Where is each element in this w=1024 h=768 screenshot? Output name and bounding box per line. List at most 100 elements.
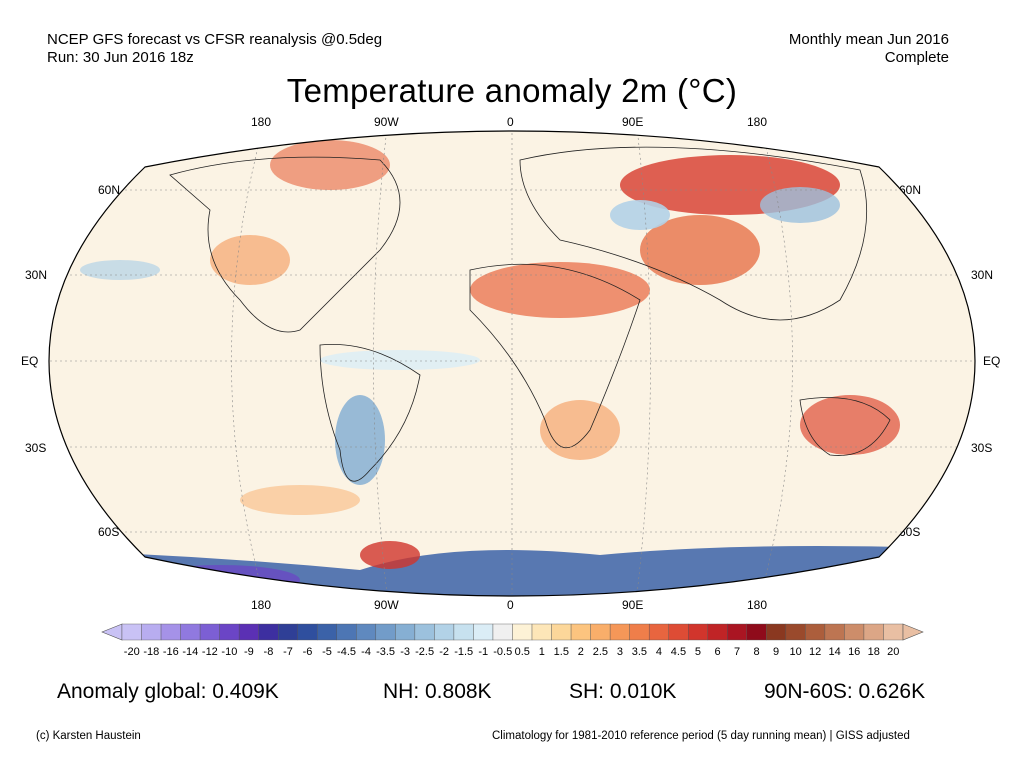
colorbar-tick-label: -6 [302, 646, 313, 658]
colorbar-tick-label: -8 [263, 646, 274, 658]
colorbar-tick-label: -20 [123, 646, 140, 658]
colorbar-tick-label: -5 [322, 646, 332, 658]
colorbar-cell [746, 623, 767, 641]
colorbar-cell [238, 623, 259, 641]
globe-outline [48, 130, 976, 597]
colorbar-tick-label: 10 [789, 646, 802, 658]
colorbar-tick-label: -16 [162, 646, 179, 658]
colorbar-tick-label: 3 [616, 646, 623, 658]
central-asia-warm-anomaly [640, 215, 760, 285]
antarctic-cold-anomaly [49, 546, 975, 596]
header-left: NCEP GFS forecast vs CFSR reanalysis @0.… [47, 31, 382, 67]
colorbar-cell [590, 623, 611, 641]
colorbar-cell [141, 623, 162, 641]
lat-label-left-eq: EQ [21, 354, 39, 368]
colorbar-tick-label: -4 [361, 646, 371, 658]
colorbar-tick-label: -2.5 [415, 646, 435, 658]
colorbar-tick-label: 1 [538, 646, 545, 658]
lat-label-right-30n: 30N [971, 268, 994, 282]
southern-africa-warm-anomaly [540, 400, 620, 460]
colorbar-tick-label: 3.5 [631, 646, 648, 658]
colorbar-cell [883, 623, 904, 641]
colorbar-cell [297, 623, 318, 641]
colorbar-tick-label: 2 [577, 646, 584, 658]
colorbar-tick-label: -4.5 [337, 646, 357, 658]
lat-label-right-30s: 30S [971, 441, 993, 455]
status-label: Complete [884, 49, 949, 66]
colorbar-cell [805, 623, 826, 641]
colorbar-cell [785, 623, 806, 641]
stat-nh: NH: 0.808K [383, 680, 492, 703]
colorbar-tick-label: -1 [478, 646, 489, 658]
antarctic-peninsula-warm [360, 541, 420, 569]
colorbar-tick-label: 4 [655, 646, 662, 658]
colorbar-cells [101, 623, 924, 641]
colorbar-cell [863, 623, 884, 641]
colorbar-cell [629, 623, 650, 641]
colorbar-tick-label: 2.5 [592, 646, 609, 658]
colorbar-cell [844, 623, 865, 641]
stat-arctic: 90N-60S: 0.626K [764, 680, 926, 703]
colorbar-cell [707, 623, 728, 641]
lon-label-bottom-90w: 90W [374, 598, 399, 612]
colorbar-cell [434, 623, 455, 641]
colorbar-tick-label: -3 [400, 646, 410, 658]
colorbar-cell [668, 623, 689, 641]
colorbar-tick-label: -14 [182, 646, 199, 658]
lon-label-top-180e: 180 [747, 115, 768, 129]
colorbar-arrow-high [902, 623, 924, 641]
colorbar-cell [317, 623, 337, 641]
equatorial-cool-band [320, 350, 480, 370]
colorbar-cell [121, 623, 142, 641]
colorbar-tick-label: 9 [773, 646, 780, 658]
colorbar-tick-label: -10 [221, 646, 238, 658]
header-right: Monthly mean Jun 2016 Complete [789, 31, 949, 67]
colorbar-cell [492, 623, 513, 641]
colorbar-tick-label: -7 [283, 646, 293, 658]
colorbar-cell [278, 623, 298, 641]
run-time: Run: 30 Jun 2016 18z [47, 49, 194, 66]
page-title: Temperature anomaly 2m (°C) [286, 72, 738, 109]
colorbar-cell [180, 623, 201, 641]
colorbar-cell [531, 623, 552, 641]
colorbar-tick-label: 0.5 [514, 646, 530, 658]
lon-label-top-90e: 90E [622, 115, 644, 129]
colorbar-tick-label: -12 [201, 646, 218, 658]
colorbar-tick-label: 1.5 [553, 646, 569, 658]
colorbar-cell [258, 623, 279, 641]
colorbar-tick-label: 6 [714, 646, 721, 658]
coastlines [169, 146, 891, 482]
colorbar-cell [570, 623, 591, 641]
period-label: Monthly mean Jun 2016 [788, 31, 949, 48]
colorbar-cell [648, 623, 669, 641]
colorbar-cell [414, 623, 435, 641]
climatology-note: Climatology for 1981-2010 reference peri… [492, 730, 910, 742]
model-description: NCEP GFS forecast vs CFSR reanalysis @0.… [47, 31, 383, 48]
stat-global: Anomaly global: 0.409K [57, 680, 279, 703]
colorbar-cell [727, 623, 748, 641]
colorbar-cell [375, 623, 396, 641]
colorbar-tick-label: -0.5 [493, 646, 513, 658]
colorbar-cell [336, 623, 357, 641]
lat-label-left-30n: 30N [25, 268, 48, 282]
colorbar-tick-label: 7 [733, 646, 741, 658]
south-pacific-warm-anomaly [240, 485, 360, 515]
colorbar-cell [512, 623, 533, 641]
credit-text: (c) Karsten Haustein [36, 730, 141, 742]
australia-warm-anomaly [800, 395, 900, 455]
west-siberia-cool-anomaly [610, 200, 670, 230]
sahara-warm-anomaly [470, 262, 650, 318]
colorbar-cell [473, 623, 494, 641]
colorbar-tick-label: -9 [244, 646, 254, 658]
canada-warm-anomaly [270, 140, 390, 190]
argentina-cool-anomaly [335, 395, 385, 485]
colorbar-tick-label: 20 [887, 646, 900, 658]
lon-label-bottom-180w: 180 [251, 598, 272, 612]
colorbar-tick-label: 8 [753, 646, 760, 658]
colorbar-tick-label: 5 [694, 646, 702, 658]
colorbar-cell [395, 623, 416, 641]
colorbar-tick-label: -3.5 [376, 646, 396, 658]
colorbar-tick-label: 16 [848, 646, 861, 658]
